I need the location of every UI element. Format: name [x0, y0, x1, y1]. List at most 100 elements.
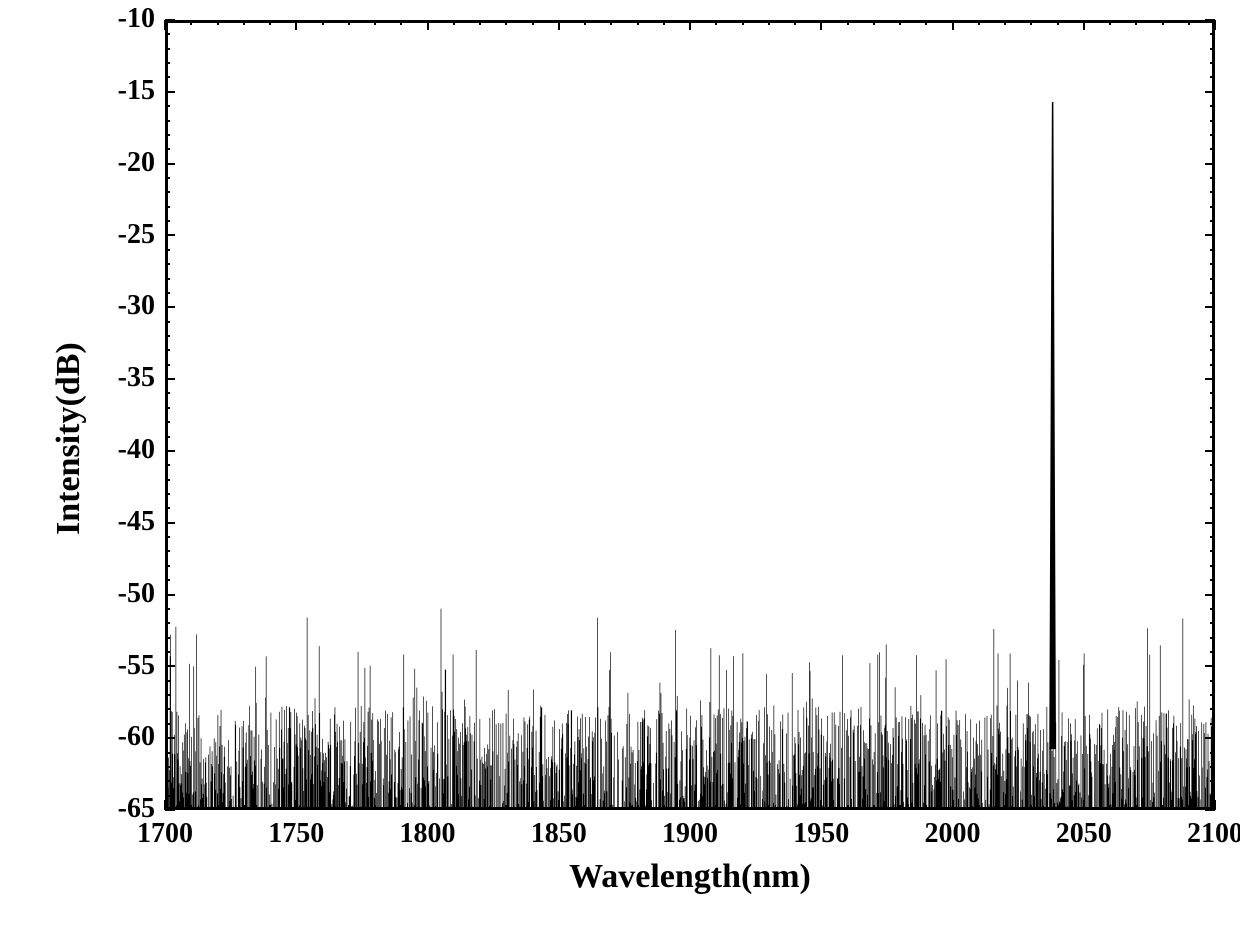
- x-tick-label: 1800: [388, 818, 468, 850]
- y-major-tick-right: [1205, 91, 1215, 93]
- x-minor-tick: [532, 805, 534, 810]
- y-minor-tick-right: [1210, 651, 1215, 653]
- x-major-tick: [689, 800, 691, 810]
- x-minor-tick: [847, 805, 849, 810]
- x-minor-tick-top: [1030, 20, 1032, 25]
- y-tick-label: -40: [95, 434, 155, 466]
- x-tick-label: 2050: [1044, 818, 1124, 850]
- x-major-tick-top: [952, 20, 954, 30]
- x-major-tick: [295, 800, 297, 810]
- y-minor-tick: [165, 407, 170, 409]
- y-minor-tick: [165, 550, 170, 552]
- x-minor-tick-top: [1109, 20, 1111, 25]
- x-minor-tick-top: [742, 20, 744, 25]
- y-minor-tick-right: [1210, 148, 1215, 150]
- x-major-tick: [952, 800, 954, 810]
- y-minor-tick-right: [1210, 421, 1215, 423]
- x-minor-tick-top: [768, 20, 770, 25]
- y-major-tick: [165, 522, 175, 524]
- x-minor-tick-top: [217, 20, 219, 25]
- y-minor-tick-right: [1210, 479, 1215, 481]
- y-minor-tick: [165, 278, 170, 280]
- x-minor-tick-top: [1162, 20, 1164, 25]
- x-minor-tick-top: [269, 20, 271, 25]
- y-major-tick: [165, 809, 175, 811]
- x-minor-tick: [1162, 805, 1164, 810]
- y-minor-tick: [165, 105, 170, 107]
- y-minor-tick-right: [1210, 407, 1215, 409]
- y-minor-tick-right: [1210, 191, 1215, 193]
- y-minor-tick: [165, 637, 170, 639]
- y-major-tick-right: [1205, 809, 1215, 811]
- x-minor-tick-top: [1057, 20, 1059, 25]
- y-minor-tick-right: [1210, 364, 1215, 366]
- y-tick-label: -55: [95, 650, 155, 682]
- y-minor-tick: [165, 48, 170, 50]
- y-major-tick: [165, 737, 175, 739]
- y-minor-tick: [165, 723, 170, 725]
- y-tick-label: -35: [95, 362, 155, 394]
- y-minor-tick: [165, 493, 170, 495]
- x-minor-tick-top: [847, 20, 849, 25]
- x-minor-tick: [899, 805, 901, 810]
- y-major-tick-right: [1205, 163, 1215, 165]
- y-minor-tick-right: [1210, 493, 1215, 495]
- y-minor-tick: [165, 33, 170, 35]
- y-major-tick-right: [1205, 378, 1215, 380]
- x-minor-tick: [715, 805, 717, 810]
- x-minor-tick: [348, 805, 350, 810]
- y-minor-tick: [165, 292, 170, 294]
- y-minor-tick-right: [1210, 550, 1215, 552]
- y-minor-tick-right: [1210, 206, 1215, 208]
- x-minor-tick-top: [610, 20, 612, 25]
- spectral-peak: [1050, 102, 1055, 748]
- y-minor-tick: [165, 752, 170, 754]
- x-minor-tick: [1004, 805, 1006, 810]
- y-minor-tick-right: [1210, 62, 1215, 64]
- x-major-tick-top: [820, 20, 822, 30]
- x-minor-tick-top: [1004, 20, 1006, 25]
- y-minor-tick-right: [1210, 780, 1215, 782]
- y-minor-tick: [165, 608, 170, 610]
- y-tick-label: -50: [95, 578, 155, 610]
- x-tick-label: 1850: [519, 818, 599, 850]
- y-major-tick-right: [1205, 522, 1215, 524]
- y-minor-tick-right: [1210, 321, 1215, 323]
- x-minor-tick: [1030, 805, 1032, 810]
- y-minor-tick-right: [1210, 48, 1215, 50]
- y-major-tick: [165, 306, 175, 308]
- y-minor-tick: [165, 795, 170, 797]
- x-minor-tick-top: [400, 20, 402, 25]
- x-tick-label: 1750: [256, 818, 336, 850]
- x-minor-tick-top: [925, 20, 927, 25]
- x-minor-tick-top: [663, 20, 665, 25]
- y-minor-tick-right: [1210, 708, 1215, 710]
- y-minor-tick: [165, 349, 170, 351]
- y-minor-tick: [165, 651, 170, 653]
- x-minor-tick-top: [532, 20, 534, 25]
- x-minor-tick: [1109, 805, 1111, 810]
- y-minor-tick: [165, 680, 170, 682]
- y-minor-tick-right: [1210, 349, 1215, 351]
- y-minor-tick-right: [1210, 579, 1215, 581]
- x-major-tick: [820, 800, 822, 810]
- y-minor-tick: [165, 421, 170, 423]
- y-minor-tick: [165, 579, 170, 581]
- x-minor-tick-top: [1135, 20, 1137, 25]
- y-minor-tick-right: [1210, 565, 1215, 567]
- x-minor-tick-top: [322, 20, 324, 25]
- x-axis-label: Wavelength(nm): [530, 858, 850, 896]
- y-minor-tick-right: [1210, 637, 1215, 639]
- y-minor-tick-right: [1210, 392, 1215, 394]
- x-major-tick-top: [1083, 20, 1085, 30]
- x-major-tick: [1083, 800, 1085, 810]
- y-major-tick: [165, 234, 175, 236]
- y-minor-tick-right: [1210, 622, 1215, 624]
- x-minor-tick: [322, 805, 324, 810]
- x-minor-tick: [505, 805, 507, 810]
- y-minor-tick: [165, 507, 170, 509]
- x-minor-tick-top: [584, 20, 586, 25]
- y-tick-label: -10: [95, 3, 155, 35]
- x-minor-tick: [400, 805, 402, 810]
- y-minor-tick-right: [1210, 536, 1215, 538]
